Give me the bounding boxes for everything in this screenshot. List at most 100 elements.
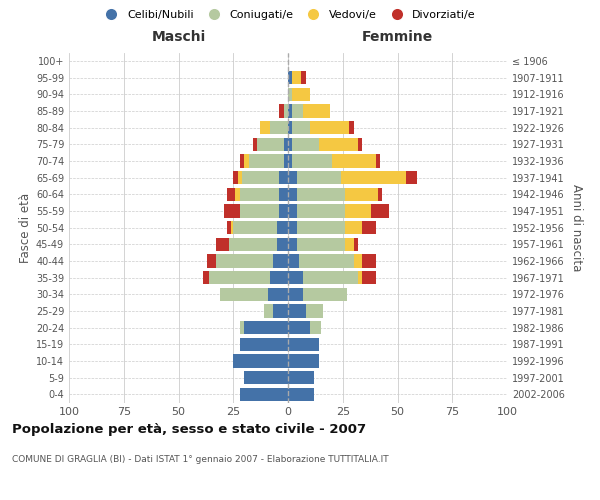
Bar — [319, 138, 358, 151]
Bar — [297, 221, 345, 234]
Bar — [224, 204, 240, 218]
Bar — [292, 121, 310, 134]
Bar — [231, 221, 233, 234]
Bar — [354, 254, 362, 268]
Bar — [284, 104, 288, 118]
Bar — [345, 188, 378, 201]
Bar — [216, 254, 272, 268]
Bar — [220, 288, 268, 301]
Text: Femmine: Femmine — [362, 30, 433, 44]
Bar — [235, 188, 240, 201]
Bar — [288, 121, 292, 134]
Bar — [240, 321, 244, 334]
Text: Maschi: Maschi — [151, 30, 206, 44]
Bar — [288, 304, 305, 318]
Bar — [406, 171, 417, 184]
Bar — [279, 188, 288, 201]
Bar — [362, 254, 376, 268]
Bar — [310, 121, 349, 134]
Text: Popolazione per età, sesso e stato civile - 2007: Popolazione per età, sesso e stato civil… — [12, 422, 366, 436]
Bar — [288, 288, 304, 301]
Bar — [358, 271, 362, 284]
Bar — [284, 138, 288, 151]
Bar — [292, 154, 332, 168]
Bar — [233, 221, 277, 234]
Bar — [371, 204, 389, 218]
Bar — [304, 104, 329, 118]
Bar — [257, 138, 284, 151]
Bar — [305, 304, 323, 318]
Bar — [297, 171, 341, 184]
Bar — [310, 321, 321, 334]
Bar — [362, 221, 376, 234]
Bar — [378, 188, 382, 201]
Bar — [341, 171, 406, 184]
Bar — [288, 388, 314, 401]
Bar — [207, 254, 216, 268]
Bar — [345, 238, 354, 251]
Bar — [292, 88, 310, 101]
Bar — [203, 271, 209, 284]
Bar — [240, 388, 288, 401]
Bar — [292, 138, 319, 151]
Bar — [288, 188, 297, 201]
Bar — [292, 104, 304, 118]
Bar — [227, 188, 235, 201]
Bar — [297, 238, 345, 251]
Bar — [288, 221, 297, 234]
Bar — [260, 121, 271, 134]
Bar — [345, 221, 362, 234]
Bar — [292, 71, 301, 84]
Bar — [284, 154, 288, 168]
Bar — [279, 204, 288, 218]
Bar — [238, 171, 242, 184]
Bar — [288, 71, 292, 84]
Bar — [332, 154, 376, 168]
Bar — [264, 304, 272, 318]
Bar — [288, 254, 299, 268]
Bar — [279, 104, 284, 118]
Bar — [277, 221, 288, 234]
Bar — [268, 288, 288, 301]
Bar — [244, 321, 288, 334]
Bar — [349, 121, 354, 134]
Bar — [301, 71, 305, 84]
Bar — [253, 138, 257, 151]
Y-axis label: Fasce di età: Fasce di età — [19, 192, 32, 262]
Bar — [304, 271, 358, 284]
Bar — [288, 138, 292, 151]
Bar — [240, 338, 288, 351]
Bar — [358, 138, 362, 151]
Bar — [279, 171, 288, 184]
Bar — [229, 238, 277, 251]
Bar — [272, 304, 288, 318]
Bar — [288, 104, 292, 118]
Bar — [271, 271, 288, 284]
Bar — [240, 154, 244, 168]
Bar — [288, 88, 292, 101]
Bar — [248, 154, 284, 168]
Bar — [304, 288, 347, 301]
Bar — [288, 371, 314, 384]
Bar — [297, 204, 345, 218]
Bar — [288, 338, 319, 351]
Bar — [233, 354, 288, 368]
Bar — [271, 121, 288, 134]
Bar — [288, 321, 310, 334]
Bar — [244, 154, 248, 168]
Bar — [299, 254, 354, 268]
Bar — [288, 171, 297, 184]
Bar — [277, 238, 288, 251]
Bar — [227, 221, 231, 234]
Text: COMUNE DI GRAGLIA (BI) - Dati ISTAT 1° gennaio 2007 - Elaborazione TUTTITALIA.IT: COMUNE DI GRAGLIA (BI) - Dati ISTAT 1° g… — [12, 455, 389, 464]
Bar — [362, 271, 376, 284]
Bar — [288, 271, 304, 284]
Bar — [288, 238, 297, 251]
Bar — [244, 371, 288, 384]
Bar — [354, 238, 358, 251]
Bar — [242, 171, 279, 184]
Bar — [288, 154, 292, 168]
Bar — [288, 354, 319, 368]
Bar — [288, 204, 297, 218]
Bar — [345, 204, 371, 218]
